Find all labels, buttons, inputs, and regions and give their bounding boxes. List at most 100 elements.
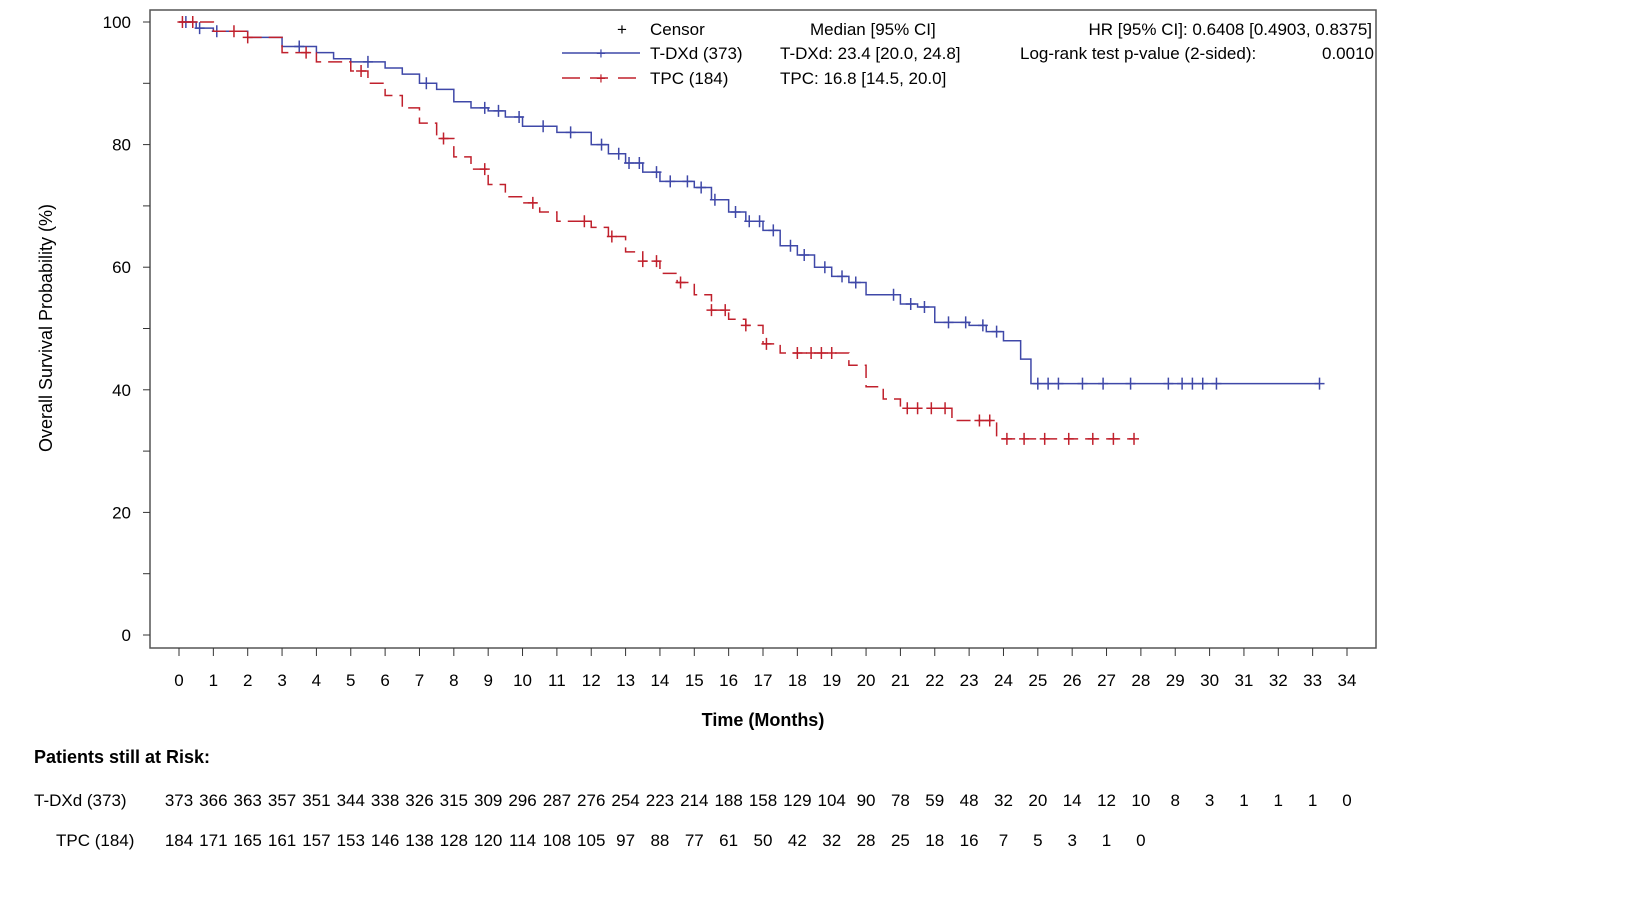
x-tick-label: 8 — [449, 671, 458, 690]
survival-curve-tdxd — [179, 21, 1320, 385]
censor-mark — [977, 319, 988, 332]
censor-mark — [1001, 432, 1012, 445]
risk-count: 315 — [440, 791, 468, 810]
x-tick-label: 15 — [685, 671, 704, 690]
censor-mark — [479, 163, 490, 176]
censor-mark — [1098, 377, 1109, 390]
x-tick-label: 17 — [754, 671, 773, 690]
risk-count: 105 — [577, 831, 605, 850]
risk-count: 1 — [1274, 791, 1283, 810]
risk-count: 12 — [1097, 791, 1116, 810]
x-tick-label: 5 — [346, 671, 355, 690]
censor-mark — [1177, 377, 1188, 390]
risk-count: 8 — [1171, 791, 1180, 810]
x-tick-label: 19 — [822, 671, 841, 690]
risk-count: 184 — [165, 831, 193, 850]
risk-count: 50 — [754, 831, 773, 850]
risk-count: 20 — [1028, 791, 1047, 810]
risk-count: 78 — [891, 791, 910, 810]
risk-count: 363 — [234, 791, 262, 810]
censor-mark — [1129, 432, 1140, 445]
censor-mark — [816, 347, 827, 360]
x-tick-label: 32 — [1269, 671, 1288, 690]
risk-table-title: Patients still at Risk: — [34, 747, 210, 767]
censor-mark — [194, 22, 205, 35]
censor-mark — [651, 255, 662, 268]
svg-text:+: + — [596, 44, 606, 63]
censor-mark — [730, 206, 741, 219]
censor-mark — [606, 230, 617, 243]
risk-count: 3 — [1205, 791, 1214, 810]
censor-mark — [806, 347, 817, 360]
x-tick-label: 7 — [415, 671, 424, 690]
censor-mark — [301, 46, 312, 59]
risk-count: 338 — [371, 791, 399, 810]
risk-count: 28 — [857, 831, 876, 850]
legend-median-header: Median [95% CI] — [810, 20, 936, 39]
x-tick-label: 0 — [174, 671, 183, 690]
x-tick-label: 20 — [857, 671, 876, 690]
censor-mark — [242, 31, 253, 44]
risk-count: 1 — [1239, 791, 1248, 810]
risk-count: 0 — [1136, 831, 1145, 850]
x-tick-label: 25 — [1028, 671, 1047, 690]
risk-count: 32 — [994, 791, 1013, 810]
x-axis-title: Time (Months) — [702, 710, 825, 730]
risk-count: 1 — [1308, 791, 1317, 810]
censor-mark — [1314, 377, 1325, 390]
risk-count: 61 — [719, 831, 738, 850]
censor-mark — [565, 126, 576, 139]
y-tick-label: 80 — [112, 136, 131, 155]
y-tick-label: 40 — [112, 381, 131, 400]
censor-mark — [493, 104, 504, 117]
censor-mark — [665, 175, 676, 188]
censor-mark — [1053, 377, 1064, 390]
censor-mark — [1187, 377, 1198, 390]
risk-count: 309 — [474, 791, 502, 810]
svg-text:+: + — [596, 69, 606, 88]
x-tick-label: 27 — [1097, 671, 1116, 690]
censor-mark — [596, 138, 607, 151]
risk-row-label: TPC (184) — [56, 831, 134, 850]
x-tick-label: 22 — [925, 671, 944, 690]
censor-mark — [356, 65, 367, 78]
risk-count: 5 — [1033, 831, 1042, 850]
risk-count: 77 — [685, 831, 704, 850]
y-tick-label: 20 — [112, 503, 131, 522]
risk-count: 153 — [337, 831, 365, 850]
risk-count: 7 — [999, 831, 1008, 850]
risk-count: 14 — [1063, 791, 1082, 810]
censor-mark — [706, 304, 717, 317]
censor-mark — [1108, 432, 1119, 445]
censor-mark — [1077, 377, 1088, 390]
risk-count: 18 — [925, 831, 944, 850]
risk-count: 373 — [165, 791, 193, 810]
risk-count: 146 — [371, 831, 399, 850]
censor-mark — [744, 215, 755, 228]
y-axis-title: Overall Survival Probability (%) — [36, 204, 56, 452]
x-tick-label: 24 — [994, 671, 1013, 690]
risk-row-label: T-DXd (373) — [34, 791, 127, 810]
censor-mark — [294, 40, 305, 53]
x-tick-label: 1 — [209, 671, 218, 690]
survival-curve-tpc — [179, 21, 1135, 440]
risk-count: 254 — [611, 791, 639, 810]
risk-count: 114 — [509, 831, 536, 850]
x-tick-label: 4 — [312, 671, 321, 690]
x-tick-label: 6 — [380, 671, 389, 690]
censor-mark — [912, 402, 923, 415]
risk-count: 0 — [1342, 791, 1351, 810]
risk-count: 1 — [1102, 831, 1111, 850]
censor-mark — [696, 181, 707, 194]
risk-count: 188 — [714, 791, 742, 810]
censor-mark — [675, 276, 686, 289]
risk-count: 10 — [1131, 791, 1150, 810]
censor-mark — [754, 215, 765, 228]
x-tick-label: 33 — [1303, 671, 1322, 690]
x-tick-label: 13 — [616, 671, 635, 690]
censor-mark — [940, 402, 951, 415]
censor-mark — [634, 156, 645, 169]
legend-series-tpc: + TPC (184) — [562, 69, 728, 88]
risk-count: 287 — [543, 791, 571, 810]
censor-mark — [438, 132, 449, 145]
